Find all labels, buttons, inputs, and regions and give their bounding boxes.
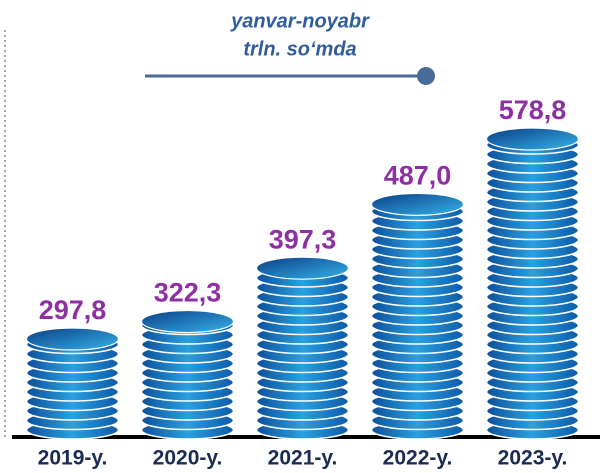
coin-stack — [27, 328, 119, 439]
coin-stack — [257, 257, 349, 439]
subtitle: trln. so‘mda — [243, 38, 356, 60]
coin-stack — [372, 193, 464, 439]
value-label: 297,8 — [39, 295, 107, 325]
subtitle: yanvar-noyabr — [230, 10, 370, 32]
coin-top — [142, 311, 234, 333]
value-label: 578,8 — [499, 95, 567, 125]
value-label: 397,3 — [269, 224, 337, 254]
coin-top — [257, 257, 349, 279]
subtitle-dot — [417, 67, 435, 85]
coin-top — [372, 193, 464, 215]
value-label: 487,0 — [384, 160, 452, 190]
x-tick-label: 2020-y. — [153, 447, 223, 470]
x-tick-label: 2023-y. — [498, 447, 568, 470]
coin-stack — [142, 311, 234, 439]
coin-stack — [487, 128, 579, 439]
value-label: 322,3 — [154, 278, 222, 308]
x-tick-label: 2022-y. — [383, 447, 453, 470]
x-tick-label: 2019-y. — [38, 447, 108, 470]
coin-top — [487, 128, 579, 150]
x-tick-label: 2021-y. — [268, 447, 338, 470]
chart: yanvar-noyabr trln. so‘mda 2019-y. 297,8 2… — [0, 0, 608, 473]
coin-top — [27, 328, 119, 350]
